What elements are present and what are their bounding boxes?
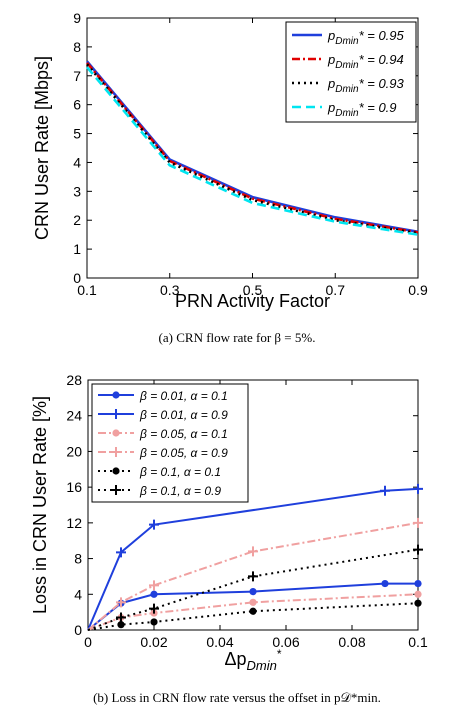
data-point-marker: [249, 607, 257, 615]
x-tick-label: 0.06: [272, 634, 299, 650]
legend-label-tail: * = 0.95: [359, 28, 405, 43]
data-point-marker: [150, 618, 158, 626]
legend-marker: [111, 485, 121, 495]
data-point-marker: [414, 590, 422, 598]
x-tick-label: 0.5: [243, 282, 263, 298]
legend-label: β = 0.1, α = 0.1: [139, 465, 221, 479]
legend-label-sub: Dmin: [335, 36, 359, 47]
legend-label-tail: * = 0.93: [359, 76, 405, 91]
series-line: [86, 63, 419, 235]
series-line: [87, 548, 419, 631]
y-axis-label: CRN User Rate [Mbps]: [32, 56, 52, 240]
y-tick-label: 3: [73, 183, 81, 199]
legend-label-sub: Dmin: [335, 108, 359, 119]
y-tick-label: 5: [73, 126, 81, 142]
data-point-marker: [249, 588, 257, 596]
legend-label-tail: * = 0.9: [359, 100, 397, 115]
y-tick-label: 2: [73, 212, 81, 228]
y-tick-label: 6: [73, 97, 81, 113]
y-tick-label: 9: [73, 10, 81, 26]
y-tick-label: 12: [66, 515, 82, 531]
y-axis-label: Loss in CRN User Rate [%]: [30, 396, 50, 614]
data-point-marker: [116, 547, 126, 558]
legend-marker: [112, 467, 120, 475]
x-tick-label: 0: [84, 634, 92, 650]
legend-label-sub: Dmin: [335, 60, 359, 71]
legend-box: [91, 383, 249, 503]
legend-label: β = 0.05, α = 0.9: [139, 446, 228, 460]
y-tick-label: 28: [66, 372, 82, 388]
x-axis-label-sub: Dmin: [247, 658, 277, 673]
legend-label: β = 0.01, α = 0.9: [139, 408, 228, 422]
y-tick-label: 0: [74, 622, 82, 638]
legend-label: β = 0.05, α = 0.1: [139, 427, 228, 441]
plot-frame: [87, 379, 419, 631]
data-point-marker: [150, 590, 158, 598]
caption-b: (b) Loss in CRN flow rate versus the off…: [93, 690, 381, 705]
x-tick-label: 0.1: [77, 282, 97, 298]
data-point-marker: [248, 571, 258, 582]
x-tick-label: 0.9: [408, 282, 428, 298]
x-axis-label: ΔpDmin*: [224, 647, 281, 673]
data-point-marker: [413, 544, 423, 555]
x-tick-label: 0.02: [140, 634, 167, 650]
x-tick-label: 0.04: [206, 634, 233, 650]
legend-marker: [111, 409, 121, 419]
x-tick-label: 0.7: [326, 282, 346, 298]
legend-label-sub: Dmin: [335, 84, 359, 95]
data-point-marker: [149, 580, 159, 591]
y-tick-label: 24: [66, 408, 82, 424]
y-tick-label: 20: [66, 443, 82, 459]
data-point-marker: [380, 485, 390, 496]
data-point-marker: [413, 517, 423, 528]
data-point-marker: [149, 603, 159, 614]
y-tick-label: 8: [74, 551, 82, 567]
legend-marker: [111, 447, 121, 457]
legend-marker: [112, 429, 120, 437]
data-point-marker: [381, 579, 389, 588]
chart-a: 0.1 0.3 0.5 0.7 0.9 0 1 2 3 4 5 6 7 8 9 CRN User Rate […: [32, 10, 428, 311]
data-point-marker: [116, 597, 126, 608]
legend-marker: [112, 391, 120, 399]
series-line: [87, 602, 419, 631]
y-tick-label: 16: [66, 479, 82, 495]
legend-box: [285, 21, 417, 123]
y-tick-label: 1: [73, 241, 81, 257]
y-tick-label: 7: [73, 68, 81, 84]
y-tick-label: 8: [73, 39, 81, 55]
x-axis-label: PRN Activity Factor: [175, 291, 330, 311]
data-point-marker: [414, 579, 422, 588]
y-tick-label: 0: [73, 270, 81, 286]
x-tick-label: 0.3: [160, 282, 180, 298]
x-axis-label-sup: *: [277, 647, 282, 661]
x-tick-label: 0.08: [338, 634, 365, 650]
data-point-marker: [413, 483, 423, 494]
legend-label-tail: * = 0.94: [359, 52, 404, 67]
data-point-marker: [117, 621, 125, 629]
chart-b: 0 0.02 0.04 0.06 0.08 0.1 0 4 8 12 16 20 24 28 Loss in…: [30, 372, 428, 673]
x-tick-label: 0.1: [408, 634, 428, 650]
data-point-marker: [414, 599, 422, 607]
legend-label: β = 0.1, α = 0.9: [139, 484, 221, 498]
series-line: [86, 66, 419, 236]
legend-label: β = 0.01, α = 0.1: [139, 389, 228, 403]
data-point-marker: [149, 519, 159, 530]
data-point-marker: [248, 546, 258, 557]
caption-a: (a) CRN flow rate for β = 5%.: [158, 330, 316, 345]
y-tick-label: 4: [73, 154, 81, 170]
data-point-marker: [249, 598, 257, 606]
y-tick-label: 4: [74, 586, 82, 602]
data-point-marker: [116, 612, 126, 623]
